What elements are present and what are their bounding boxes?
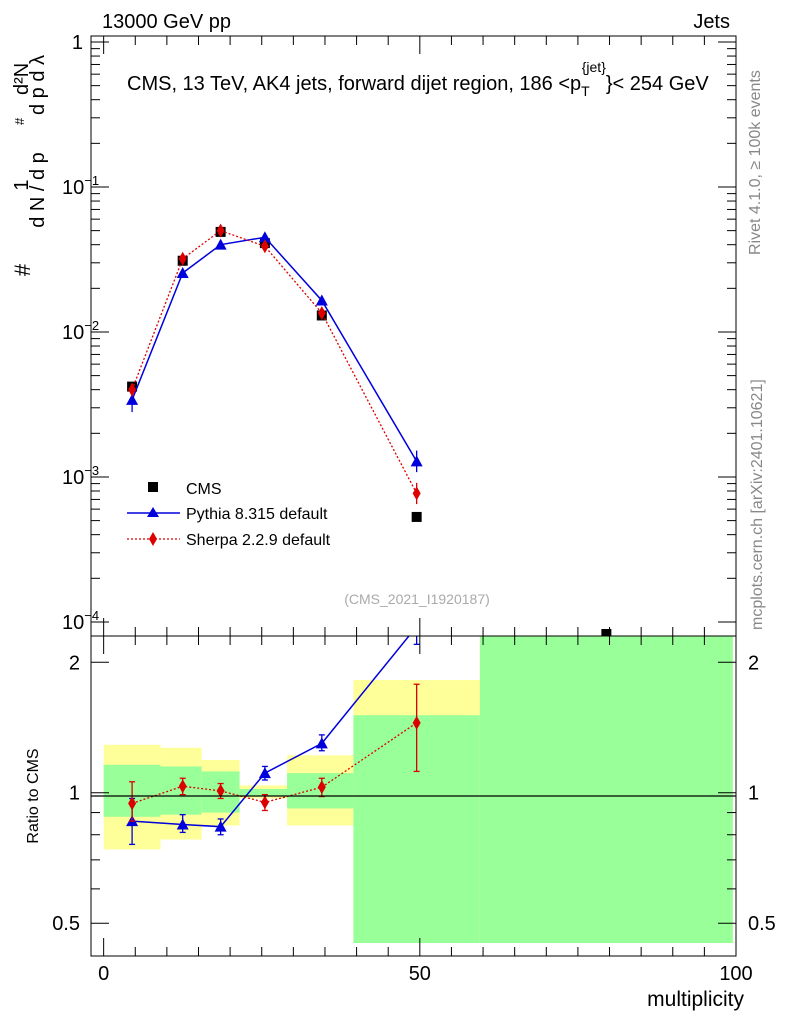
band-stat-uncertainty [160,766,202,815]
y-label-one: 1 [11,179,33,190]
legend-pythia-marker [147,507,159,517]
main-data-point [176,267,189,279]
main-y-tick-label: 10−1 [62,173,99,199]
header-right: Jets [693,11,730,33]
ratio-y-tick-label-right: 0.5 [748,913,776,935]
ratio-data-point [216,783,225,798]
ratio-data-point [176,818,189,830]
main-data-point [128,382,137,397]
main-y-label: # 1 d N / d p # d²N d p d λ [10,55,49,276]
ratio-data-point [317,780,326,795]
title-sup: {jet} [582,59,606,75]
main-series [126,223,612,639]
legend-cms-marker [148,482,158,492]
y-label-hash-a: # [12,117,27,125]
header-left: 13000 GeV pp [102,11,231,33]
ratio-y-tick-label: 0.5 [52,913,80,935]
legend-sherpa-marker [149,532,157,546]
chart-title: CMS, 13 TeV, AK4 jets, forward dijet reg… [127,59,709,99]
ratio-y-tick-label-right: 1 [748,783,759,805]
main-data-point [410,455,423,467]
legend-sherpa-label: Sherpa 2.2.9 default [186,532,331,549]
title-prefix: CMS, 13 TeV, AK4 jets, forward dijet reg… [127,73,581,95]
ratio-data-point [315,737,328,749]
band-stat-uncertainty [239,789,288,797]
main-x-ticks [103,36,737,636]
main-y-tick-label: 10−2 [62,318,99,344]
x-axis: 0 50 100 [98,636,753,985]
main-y-tick-exponent: −4 [84,608,99,623]
main-y-tick-exponent: −2 [84,318,99,333]
ratio-y-axis: 0.5 0.5 1 1 2 2 [52,652,776,935]
legend: CMS Pythia 8.315 default Sherpa 2.2.9 de… [127,481,331,549]
main-series-line [131,229,418,494]
y-label-dndpt: d N / d p [27,152,49,228]
title-sub: T [581,83,590,99]
ratio-y-label: Ratio to CMS [25,748,42,843]
main-data-point [216,223,225,238]
ratio-panel: 0.5 0.5 1 1 2 2 0 50 100 Ratio to CMS multiplic… [25,620,776,1011]
main-y-tick-exponent: −1 [84,173,99,188]
main-data-point [412,486,421,501]
main-data-point [178,251,187,266]
ratio-data-point [258,767,271,779]
main-y-tick-label: 10−4 [62,608,99,634]
ratio-series-line [132,636,410,828]
main-y-tick-label: 1 [72,32,83,54]
main-y-tick-label: 10−3 [62,463,99,489]
ratio-data-point [411,620,423,631]
legend-pythia-label: Pythia 8.315 default [186,506,328,523]
ratio-y-tick-label: 1 [69,783,80,805]
main-data-point [260,239,269,254]
ratio-bands [103,636,733,944]
main-panel: 1 10−1 10−2 10−3 10−4 (CMS_2021_I1920187) CM… [62,32,737,639]
x-tick-label: 50 [409,963,431,985]
main-data-point [317,306,326,321]
y-label-d2n: d²N [11,63,33,95]
ratio-data-point [214,820,227,832]
main-y-tick-exponent: −3 [84,463,99,478]
legend-cms-label: CMS [186,481,222,498]
ratio-frame [90,635,737,957]
ratio-y-tick-label-right: 2 [748,652,759,674]
ratio-series-line [131,722,418,805]
ratio-data-point [178,779,187,794]
watermark: (CMS_2021_I1920187) [344,591,490,607]
main-data-point [315,294,328,306]
mcplots-label: mcplots.cern.ch [arXiv:2401.10621] [749,379,766,630]
x-tick-label: 100 [719,963,752,985]
ratio-data-point [412,715,421,730]
y-label-numerator-hash: # [10,263,35,276]
main-data-point [258,231,271,243]
rivet-version-label: Rivet 4.1.0, ≥ 100k events [747,70,764,255]
main-series-line [131,236,418,462]
cms-data-point [411,511,422,522]
main-y-axis: 1 10−1 10−2 10−3 10−4 [62,32,736,634]
title-suffix: }< 254 GeV [606,73,710,95]
ratio-data-point [128,796,137,811]
y-label-dptdl: d p d λ [27,55,49,115]
main-data-point [126,393,139,405]
band-stat-uncertainty [479,636,733,944]
cms-data-point [601,629,612,639]
main-data-point [214,238,227,250]
x-tick-label: 0 [98,963,109,985]
ratio-y-tick-label: 2 [69,652,80,674]
ratio-data-point [260,795,269,810]
x-axis-label: multiplicity [647,988,744,1011]
